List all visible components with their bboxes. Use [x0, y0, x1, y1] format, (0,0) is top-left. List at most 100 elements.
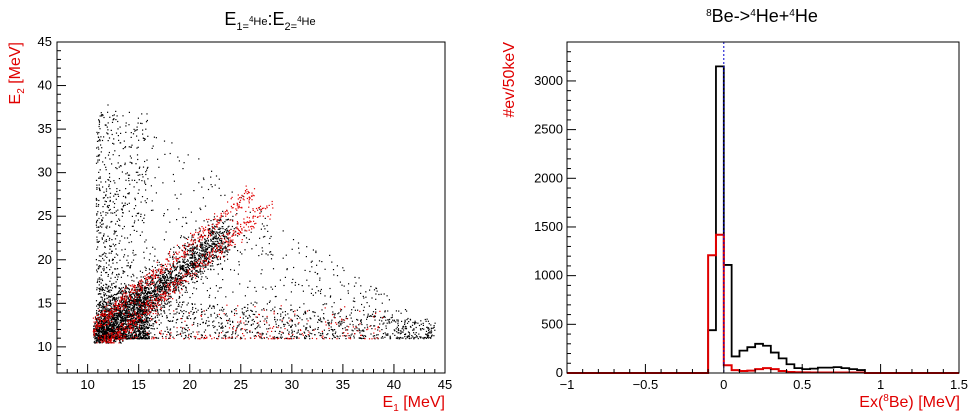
scatter-point-black [170, 282, 172, 284]
scatter-point-black [97, 136, 99, 138]
scatter-point-black [203, 241, 206, 243]
scatter-point-black [267, 230, 269, 232]
scatter-point-black [203, 255, 205, 257]
scatter-point-black [102, 287, 104, 289]
scatter-point-black [126, 295, 128, 297]
scatter-point-black [125, 310, 127, 312]
scatter-point-black [94, 323, 96, 325]
scatter-point-black [116, 315, 118, 317]
scatter-point-black [430, 332, 432, 334]
scatter-point-black [151, 302, 153, 304]
scatter-point-black [224, 236, 226, 238]
scatter-point-black [97, 159, 99, 161]
scatter-point-black [128, 337, 130, 339]
scatter-point-black [232, 320, 234, 322]
scatter-point-black [376, 290, 378, 292]
scatter-point-black [217, 242, 219, 245]
scatter-point-black [146, 287, 149, 289]
scatter-point-black [120, 208, 123, 210]
scatter-point-black [176, 279, 179, 281]
scatter-point-black [109, 208, 111, 211]
scatter-point-black [133, 316, 135, 318]
scatter-point-black [127, 338, 129, 340]
scatter-point-black [210, 265, 212, 267]
scatter-point-black [102, 329, 104, 331]
scatter-point-black [95, 203, 98, 205]
scatter-point-black [101, 139, 104, 142]
scatter-point-black [97, 226, 100, 228]
scatter-point-black [378, 327, 380, 329]
scatter-point-black [163, 310, 165, 312]
scatter-point-black [113, 313, 115, 315]
scatter-point-black [194, 253, 196, 255]
scatter-point-black [144, 332, 146, 334]
scatter-point-black [102, 301, 104, 303]
scatter-point-black [133, 305, 136, 307]
scatter-point-black [210, 246, 212, 248]
scatter-point-black [376, 337, 378, 339]
scatter-point-black [218, 246, 220, 248]
scatter-point-black [204, 260, 206, 262]
scatter-point-black [222, 228, 224, 230]
scatter-point-black [127, 193, 129, 195]
scatter-point-black [199, 268, 201, 270]
scatter-point-black [121, 327, 123, 329]
scatter-point-black [413, 337, 415, 339]
scatter-point-black [166, 291, 168, 293]
scatter-point-black [144, 302, 146, 304]
scatter-point-black [165, 279, 167, 281]
scatter-point-black [109, 176, 111, 178]
scatter-point-black [104, 203, 106, 205]
scatter-point-black [280, 327, 282, 329]
scatter-point-black [118, 287, 120, 289]
scatter-point-black [194, 238, 196, 241]
scatter-point-black [112, 326, 114, 328]
scatter-point-black [115, 315, 117, 317]
scatter-title-iso1: He [253, 16, 267, 28]
scatter-point-black [312, 329, 314, 331]
scatter-point-black [190, 310, 192, 313]
scatter-point-black [143, 299, 145, 302]
scatter-point-black [193, 266, 195, 268]
scatter-point-black [420, 337, 422, 339]
scatter-point-black [132, 312, 134, 314]
scatter-point-black [203, 256, 205, 258]
scatter-point-black [185, 289, 187, 291]
scatter-point-black [189, 250, 192, 252]
scatter-point-black [99, 176, 101, 178]
scatter-point-black [103, 341, 105, 343]
scatter-point-black [173, 253, 175, 255]
scatter-point-black [190, 336, 192, 338]
scatter-point-black [138, 212, 140, 214]
scatter-point-black [184, 258, 186, 260]
scatter-point-black [339, 281, 341, 283]
scatter-point-black [231, 191, 233, 193]
scatter-point-black [150, 275, 152, 277]
scatter-point-black [187, 254, 189, 256]
scatter-point-black [140, 201, 142, 203]
scatter-point-black [112, 262, 114, 264]
scatter-point-black [106, 206, 108, 208]
scatter-point-black [101, 115, 103, 117]
scatter-point-black [199, 269, 201, 271]
scatter-point-black [192, 262, 194, 264]
scatter-point-black [130, 300, 132, 302]
scatter-point-black [225, 313, 227, 315]
scatter-point-black [113, 138, 115, 140]
scatter-point-black [154, 320, 156, 322]
scatter-point-black [109, 295, 111, 297]
scatter-point-black [136, 302, 138, 304]
scatter-point-black [167, 253, 169, 255]
scatter-point-black [103, 300, 105, 302]
scatter-point-black [128, 124, 130, 126]
scatter-point-black [205, 322, 207, 325]
scatter-point-black [190, 279, 193, 281]
scatter-point-black [254, 301, 256, 303]
scatter-point-black [158, 319, 160, 321]
scatter-point-black [291, 329, 293, 331]
scatter-point-black [120, 313, 122, 315]
scatter-point-black [130, 335, 132, 337]
scatter-point-black [193, 190, 195, 192]
scatter-point-black [146, 293, 148, 295]
scatter-point-black [193, 321, 195, 324]
